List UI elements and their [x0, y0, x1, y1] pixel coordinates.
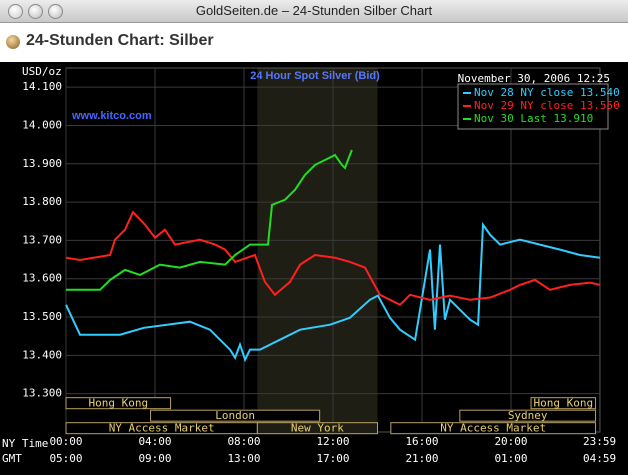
session-label: Hong Kong — [533, 397, 593, 410]
y-tick-label: 14.000 — [22, 118, 62, 131]
y-tick-label: 13.800 — [22, 195, 62, 208]
legend-label: Nov 28 NY close 13.540 — [474, 86, 620, 99]
minimize-button[interactable] — [28, 4, 43, 19]
series-line — [66, 149, 353, 291]
x-tick-label-gmt: 21:00 — [405, 452, 438, 465]
y-tick-label: 13.500 — [22, 310, 62, 323]
session-label: Sydney — [508, 409, 548, 422]
header-icon — [6, 35, 20, 49]
session-label: NY Access Market — [109, 422, 215, 435]
y-tick-label: 14.100 — [22, 80, 62, 93]
y-tick-label: 13.400 — [22, 348, 62, 361]
x-row-label: NY Time — [2, 437, 48, 450]
chart-title: 24 Hour Spot Silver (Bid) — [250, 70, 380, 82]
legend-label: Nov 30 Last 13.910 — [474, 112, 593, 125]
x-tick-label-gmt: 04:59 — [583, 452, 616, 465]
series-line — [65, 221, 601, 363]
y-tick-label: 13.600 — [22, 272, 62, 285]
session-box — [150, 409, 321, 422]
page-heading: 24-Stunden Chart: Silber — [26, 32, 214, 49]
x-tick-label: 04:00 — [138, 435, 171, 448]
session-label: NY Access Market — [440, 422, 546, 435]
session-box — [256, 422, 379, 435]
legend-label: Nov 29 NY close 13.550 — [474, 99, 620, 112]
y-axis-label: USD/oz — [22, 65, 62, 78]
x-tick-label: 08:00 — [227, 435, 260, 448]
series-line — [65, 210, 601, 307]
x-tick-label: 00:00 — [49, 435, 82, 448]
legend-box — [457, 83, 609, 130]
x-row-label: GMT — [2, 452, 22, 465]
session-box — [390, 422, 597, 435]
close-button[interactable] — [8, 4, 23, 19]
session-box — [459, 409, 597, 422]
y-tick-label: 13.900 — [22, 157, 62, 170]
page-header: 24-Stunden Chart: Silber — [0, 23, 628, 62]
x-tick-label: 23:59 — [583, 435, 616, 448]
session-box — [530, 397, 597, 410]
window-title: GoldSeiten.de – 24-Stunden Silber Chart — [195, 3, 433, 18]
session-label: London — [215, 409, 255, 422]
x-tick-label: 20:00 — [494, 435, 527, 448]
x-tick-label: 16:00 — [405, 435, 438, 448]
x-tick-label-gmt: 17:00 — [316, 452, 349, 465]
session-shade — [257, 68, 378, 432]
chart: 13.300 13.400 13.500 13.600 13.700 13.800 13.9… — [0, 62, 628, 475]
session-box — [65, 397, 172, 410]
session-label: Hong Kong — [88, 397, 148, 410]
x-tick-label-gmt: 13:00 — [227, 452, 260, 465]
zoom-button[interactable] — [48, 4, 63, 19]
x-tick-label-gmt: 09:00 — [138, 452, 171, 465]
source-label: www.kitco.com — [71, 110, 152, 122]
y-tick-label: 13.700 — [22, 233, 62, 246]
window-titlebar: GoldSeiten.de – 24-Stunden Silber Chart — [0, 0, 628, 23]
y-tick-label: 13.300 — [22, 387, 62, 400]
x-tick-label-gmt: 01:00 — [494, 452, 527, 465]
session-label: New York — [291, 422, 344, 435]
x-tick-label: 12:00 — [316, 435, 349, 448]
timestamp: November 30, 2006 12:25 — [458, 72, 610, 85]
x-tick-label-gmt: 05:00 — [49, 452, 82, 465]
